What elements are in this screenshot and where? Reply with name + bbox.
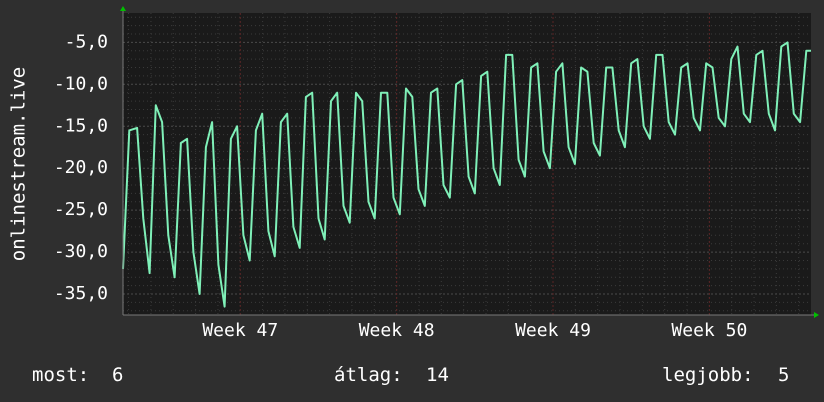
- average-label: átlag:: [334, 364, 403, 386]
- y-axis-label: onlinestream.live: [8, 67, 30, 261]
- footer: most: 6 átlag: 14 legjobb: 5: [32, 364, 789, 386]
- axis-layer: [120, 6, 819, 318]
- best-label: legjobb:: [662, 364, 754, 386]
- series-layer: [122, 41, 811, 308]
- series-line-0: [122, 41, 811, 308]
- x-tick-labels: Week 47 Week 48 Week 49 Week 50: [202, 320, 747, 341]
- x-tick-label: Week 47: [202, 320, 278, 341]
- y-tick-label: -10,0: [54, 73, 108, 94]
- x-axis-arrow: [814, 312, 819, 318]
- best-value: 5: [778, 364, 789, 386]
- y-tick-label: -30,0: [54, 241, 108, 262]
- y-axis-arrow: [120, 6, 126, 11]
- current-label: most:: [32, 364, 89, 386]
- y-tick-labels: -5,0 -10,0 -15,0 -20,0 -25,0 -30,0 -35,0: [54, 31, 108, 304]
- y-tick-label: -35,0: [54, 283, 108, 304]
- x-tick-label: Week 48: [359, 320, 435, 341]
- x-tick-label: Week 50: [671, 320, 747, 341]
- y-tick-label: -15,0: [54, 115, 108, 136]
- y-tick-label: -20,0: [54, 157, 108, 178]
- y-tick-label: -5,0: [65, 31, 108, 52]
- x-tick-label: Week 49: [515, 320, 591, 341]
- current-value: 6: [112, 364, 123, 386]
- average-value: 14: [426, 364, 449, 386]
- y-tick-label: -25,0: [54, 199, 108, 220]
